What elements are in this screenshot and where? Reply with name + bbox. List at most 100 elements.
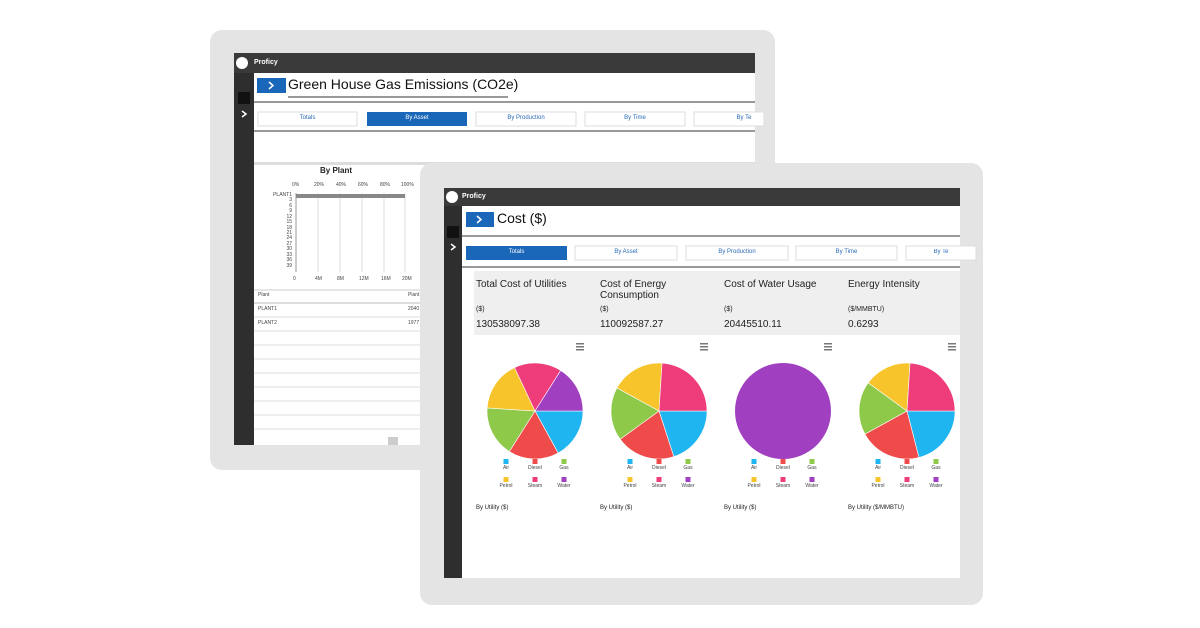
- pie-slice: [610, 387, 660, 440]
- table-header: Plant: [258, 292, 270, 298]
- legend-swatch: [656, 477, 662, 482]
- legend-swatch: [904, 477, 910, 482]
- legend-swatch: [503, 459, 509, 464]
- tab[interactable]: By Te: [933, 249, 949, 255]
- pie-slice: [906, 410, 956, 458]
- kpi-value: 0.6293: [848, 319, 879, 330]
- pie-slice: [858, 382, 908, 435]
- row-label: 15: [286, 219, 292, 226]
- legend-label: Water: [929, 483, 943, 489]
- kpi-unit: ($): [600, 306, 609, 313]
- table-cell: 2040: [408, 306, 420, 312]
- row-label: 12: [286, 213, 292, 220]
- pie-slice: [508, 410, 559, 460]
- legend-swatch: [875, 477, 881, 482]
- kpi-value: 130538097.38: [476, 319, 540, 330]
- kpi-unit: ($): [724, 306, 733, 313]
- table-cell: PLANT1: [258, 306, 277, 312]
- tab-active[interactable]: By Asset: [405, 115, 429, 121]
- row-label: 21: [286, 230, 292, 236]
- tab[interactable]: By Time: [835, 249, 858, 255]
- kpi-title: Cost of Energy Consumption: [600, 279, 667, 301]
- legend-label: Diesel: [652, 465, 666, 471]
- row-label: 33: [286, 251, 292, 258]
- axis-label: 20M: [402, 276, 412, 282]
- legend-label: Water: [805, 483, 819, 489]
- row-label: 27: [286, 240, 292, 247]
- legend-swatch: [809, 459, 815, 464]
- legend-swatch: [780, 477, 786, 482]
- table-cell: 1977: [408, 320, 420, 326]
- legend-label: Diesel: [528, 465, 542, 471]
- tab[interactable]: By Production: [507, 115, 545, 121]
- legend-label: Petrol: [623, 483, 637, 489]
- legend-swatch: [627, 459, 633, 464]
- legend-label: Steam: [651, 483, 667, 489]
- legend-swatch: [503, 477, 509, 482]
- pie-slice: [658, 410, 708, 458]
- tab[interactable]: By Production: [718, 249, 756, 255]
- legend-label: Air: [750, 465, 758, 471]
- legend-label: Diesel: [900, 465, 914, 471]
- axis-label: 60%: [358, 182, 369, 188]
- axis-label: 16M: [381, 276, 391, 282]
- legend-label: Petrol: [747, 483, 761, 489]
- page-title: Cost ($): [497, 210, 547, 226]
- legend-label: Water: [681, 483, 695, 489]
- tab-active[interactable]: Totals: [508, 249, 525, 255]
- legend-swatch: [685, 477, 691, 482]
- row-label: 30: [286, 246, 292, 253]
- chart-caption: By Utility ($): [600, 505, 633, 511]
- axis-label: 80%: [380, 182, 391, 188]
- row-label: 39: [286, 262, 292, 269]
- kpi-title: Energy Intensity: [848, 279, 920, 290]
- kpi-title: Total Cost of Utilities: [476, 279, 567, 290]
- legend-label: Air: [874, 465, 882, 471]
- axis-label: 0%: [292, 182, 300, 188]
- legend-label: Diesel: [776, 465, 790, 471]
- row-label: 9: [289, 208, 292, 215]
- pie-slice: [616, 362, 663, 412]
- pie-slice: [658, 362, 708, 412]
- row-label: 24: [286, 235, 292, 242]
- chart-title: By Plant: [320, 166, 353, 175]
- legend-swatch: [875, 459, 881, 464]
- legend-swatch: [904, 459, 910, 464]
- legend-label: Steam: [775, 483, 791, 489]
- pie-slice: [486, 407, 536, 452]
- pie-slice: [867, 362, 911, 412]
- tab[interactable]: Totals: [299, 115, 316, 121]
- table-header: Plant: [408, 292, 420, 298]
- legend-label: Gas: [931, 465, 941, 471]
- legend-label: Gas: [559, 465, 569, 471]
- brand: Proficy: [254, 59, 278, 66]
- legend-label: Steam: [527, 483, 543, 489]
- pie-slice: [534, 410, 584, 454]
- pie-slice: [906, 362, 956, 412]
- legend-swatch: [561, 477, 567, 482]
- pie-slice: [735, 363, 831, 459]
- pie-slice: [514, 362, 562, 412]
- row-label: 3: [289, 197, 292, 204]
- chart-caption: By Utility ($): [476, 505, 509, 511]
- tab[interactable]: By Te: [736, 115, 752, 121]
- legend-swatch: [751, 459, 757, 464]
- row-label: 18: [286, 224, 292, 231]
- tab[interactable]: By Time: [624, 115, 646, 121]
- row-label: 6: [289, 202, 292, 209]
- table-cell: PLANT2: [258, 320, 277, 326]
- pie-slice: [534, 370, 584, 412]
- page-title: Green House Gas Emissions (CO2e): [288, 76, 519, 92]
- axis-label: 20%: [314, 182, 325, 188]
- axis-label: 8M: [337, 276, 344, 282]
- chart-caption: By Utility ($/MMBTU): [848, 505, 904, 511]
- axis-label: 0: [293, 276, 296, 282]
- kpi-unit: ($): [476, 306, 485, 313]
- pie-slice: [864, 410, 920, 460]
- tab[interactable]: By Asset: [614, 249, 638, 255]
- legend-swatch: [561, 459, 567, 464]
- legend-swatch: [685, 459, 691, 464]
